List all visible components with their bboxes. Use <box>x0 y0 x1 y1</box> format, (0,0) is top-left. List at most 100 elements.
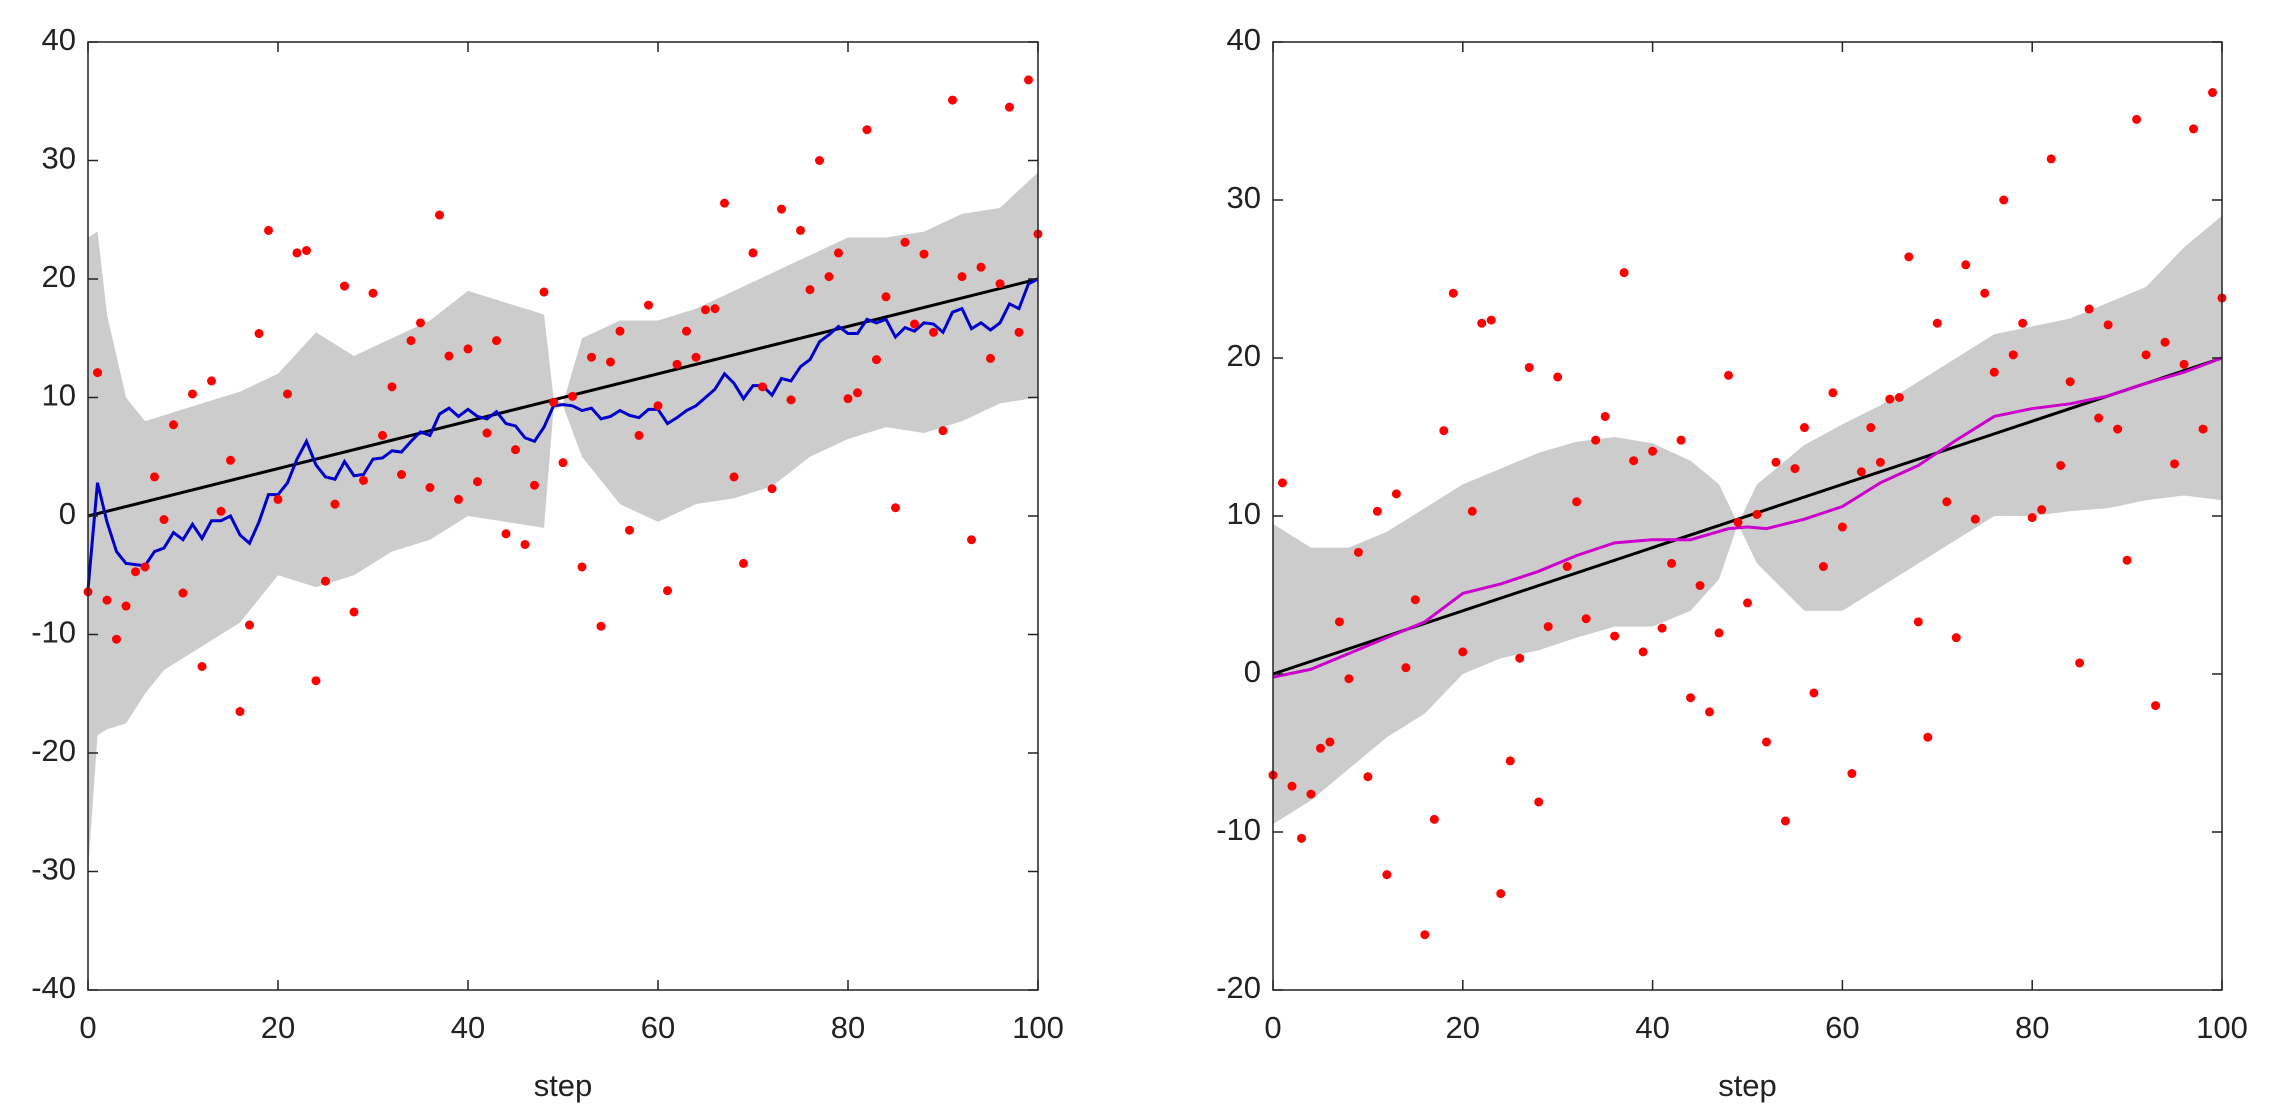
observation-point <box>292 248 302 258</box>
observation-point <box>1686 693 1696 703</box>
y-tick-label: 0 <box>59 496 76 531</box>
observation-point <box>682 326 691 336</box>
observation-point <box>881 292 891 302</box>
observation-point <box>1420 930 1430 940</box>
observation-point <box>235 707 245 717</box>
observation-point <box>1553 372 1563 382</box>
observation-point <box>397 470 406 480</box>
observation-point <box>995 279 1005 289</box>
observation-point <box>330 499 340 509</box>
observation-point <box>691 352 701 362</box>
observation-point <box>1951 633 1961 643</box>
observation-point <box>1676 435 1686 445</box>
observation-point <box>416 318 425 328</box>
observation-point <box>264 225 273 235</box>
observation-point <box>1600 411 1610 421</box>
observation-point <box>2056 460 2066 470</box>
observation-point <box>558 458 568 468</box>
observation-point <box>520 539 530 549</box>
y-tick-label: -20 <box>1216 970 1261 1005</box>
observation-point <box>1885 394 1895 404</box>
observation-point <box>1875 457 1885 467</box>
observation-point <box>967 535 976 545</box>
observation-point <box>1923 732 1933 742</box>
observation-point <box>1942 497 1952 507</box>
observation-point <box>672 359 682 369</box>
x-axis-label: step <box>1718 1068 1777 1103</box>
observation-point <box>2027 513 2037 523</box>
x-tick-label: 0 <box>79 1010 96 1045</box>
observation-point <box>606 357 615 367</box>
observation-point <box>739 558 748 568</box>
confidence-band <box>1273 215 2222 825</box>
y-tick-label: 40 <box>1227 22 1261 57</box>
observation-point <box>1486 315 1496 325</box>
observation-point <box>454 494 463 504</box>
observation-point <box>273 494 283 504</box>
observation-point <box>986 353 995 363</box>
observation-point <box>2122 555 2132 565</box>
observation-point <box>1344 674 1354 684</box>
observation-point <box>1005 102 1014 112</box>
observation-point <box>1913 617 1923 627</box>
observation-point <box>1448 288 1458 298</box>
x-tick-label: 60 <box>641 1010 675 1045</box>
observation-point <box>1306 789 1316 799</box>
observation-point <box>2018 318 2028 328</box>
observation-point <box>340 281 349 291</box>
observation-point <box>758 382 767 392</box>
observation-point <box>1467 506 1477 516</box>
observation-point <box>1837 522 1847 532</box>
x-tick-label: 40 <box>451 1010 485 1045</box>
observation-point <box>102 595 112 605</box>
observation-point <box>1391 489 1401 499</box>
observation-point <box>406 336 416 346</box>
line <box>1272 356 2223 679</box>
observation-point <box>587 352 596 362</box>
observation-point <box>2046 154 2056 164</box>
line <box>1272 356 2223 676</box>
observation-point <box>1828 388 1838 398</box>
observation-point <box>254 329 264 339</box>
x-tick-label: 100 <box>2196 1010 2248 1045</box>
observation-point <box>957 272 967 282</box>
y-tick-label: 30 <box>1227 180 1261 215</box>
y-tick-label: -10 <box>1216 812 1261 847</box>
observation-point <box>1315 743 1325 753</box>
observation-point <box>1619 268 1629 278</box>
observation-point <box>615 326 625 336</box>
observation-point <box>1382 870 1392 880</box>
observation-point <box>2065 377 2075 387</box>
observation-point <box>729 472 739 482</box>
observation-point <box>2037 505 2047 515</box>
y-tick-label: 20 <box>1227 338 1261 373</box>
y-tick-label: 10 <box>42 378 76 413</box>
observation-point <box>387 382 397 392</box>
observation-point <box>976 262 986 272</box>
observation-point <box>1724 370 1734 380</box>
observation-point <box>1790 464 1800 474</box>
observation-point <box>539 287 549 297</box>
confidence-band <box>88 172 1038 872</box>
observation-point <box>1325 737 1335 747</box>
observation-point <box>653 401 663 411</box>
observation-point <box>1591 435 1601 445</box>
observation-point <box>1534 797 1544 807</box>
observation-point <box>872 355 881 365</box>
observation-point <box>226 455 235 465</box>
observation-point <box>321 576 330 586</box>
observation-point <box>245 620 254 630</box>
observation-point <box>900 237 910 247</box>
y-tick-label: 20 <box>42 259 76 294</box>
observation-point <box>634 430 644 440</box>
observation-point <box>2198 424 2208 434</box>
observation-point <box>378 430 387 440</box>
observation-point <box>169 420 178 430</box>
observation-point <box>701 305 710 315</box>
observation-point <box>796 225 805 235</box>
observation-point <box>2075 658 2085 668</box>
observation-point <box>1296 833 1306 843</box>
observation-point <box>1856 467 1866 477</box>
observation-point <box>824 272 834 282</box>
